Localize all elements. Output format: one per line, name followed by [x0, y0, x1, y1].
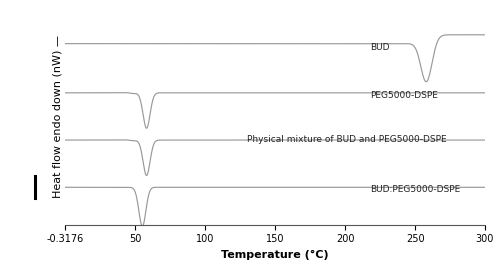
Text: Physical mixture of BUD and PEG5000-DSPE: Physical mixture of BUD and PEG5000-DSPE — [248, 135, 447, 144]
X-axis label: Temperature (°C): Temperature (°C) — [221, 250, 329, 260]
Y-axis label: Heat flow endo down (nW) —: Heat flow endo down (nW) — — [52, 35, 62, 198]
Text: BUD:PEG5000-DSPE: BUD:PEG5000-DSPE — [370, 185, 460, 194]
Text: BUD: BUD — [370, 42, 390, 52]
Text: PEG5000-DSPE: PEG5000-DSPE — [370, 91, 438, 100]
